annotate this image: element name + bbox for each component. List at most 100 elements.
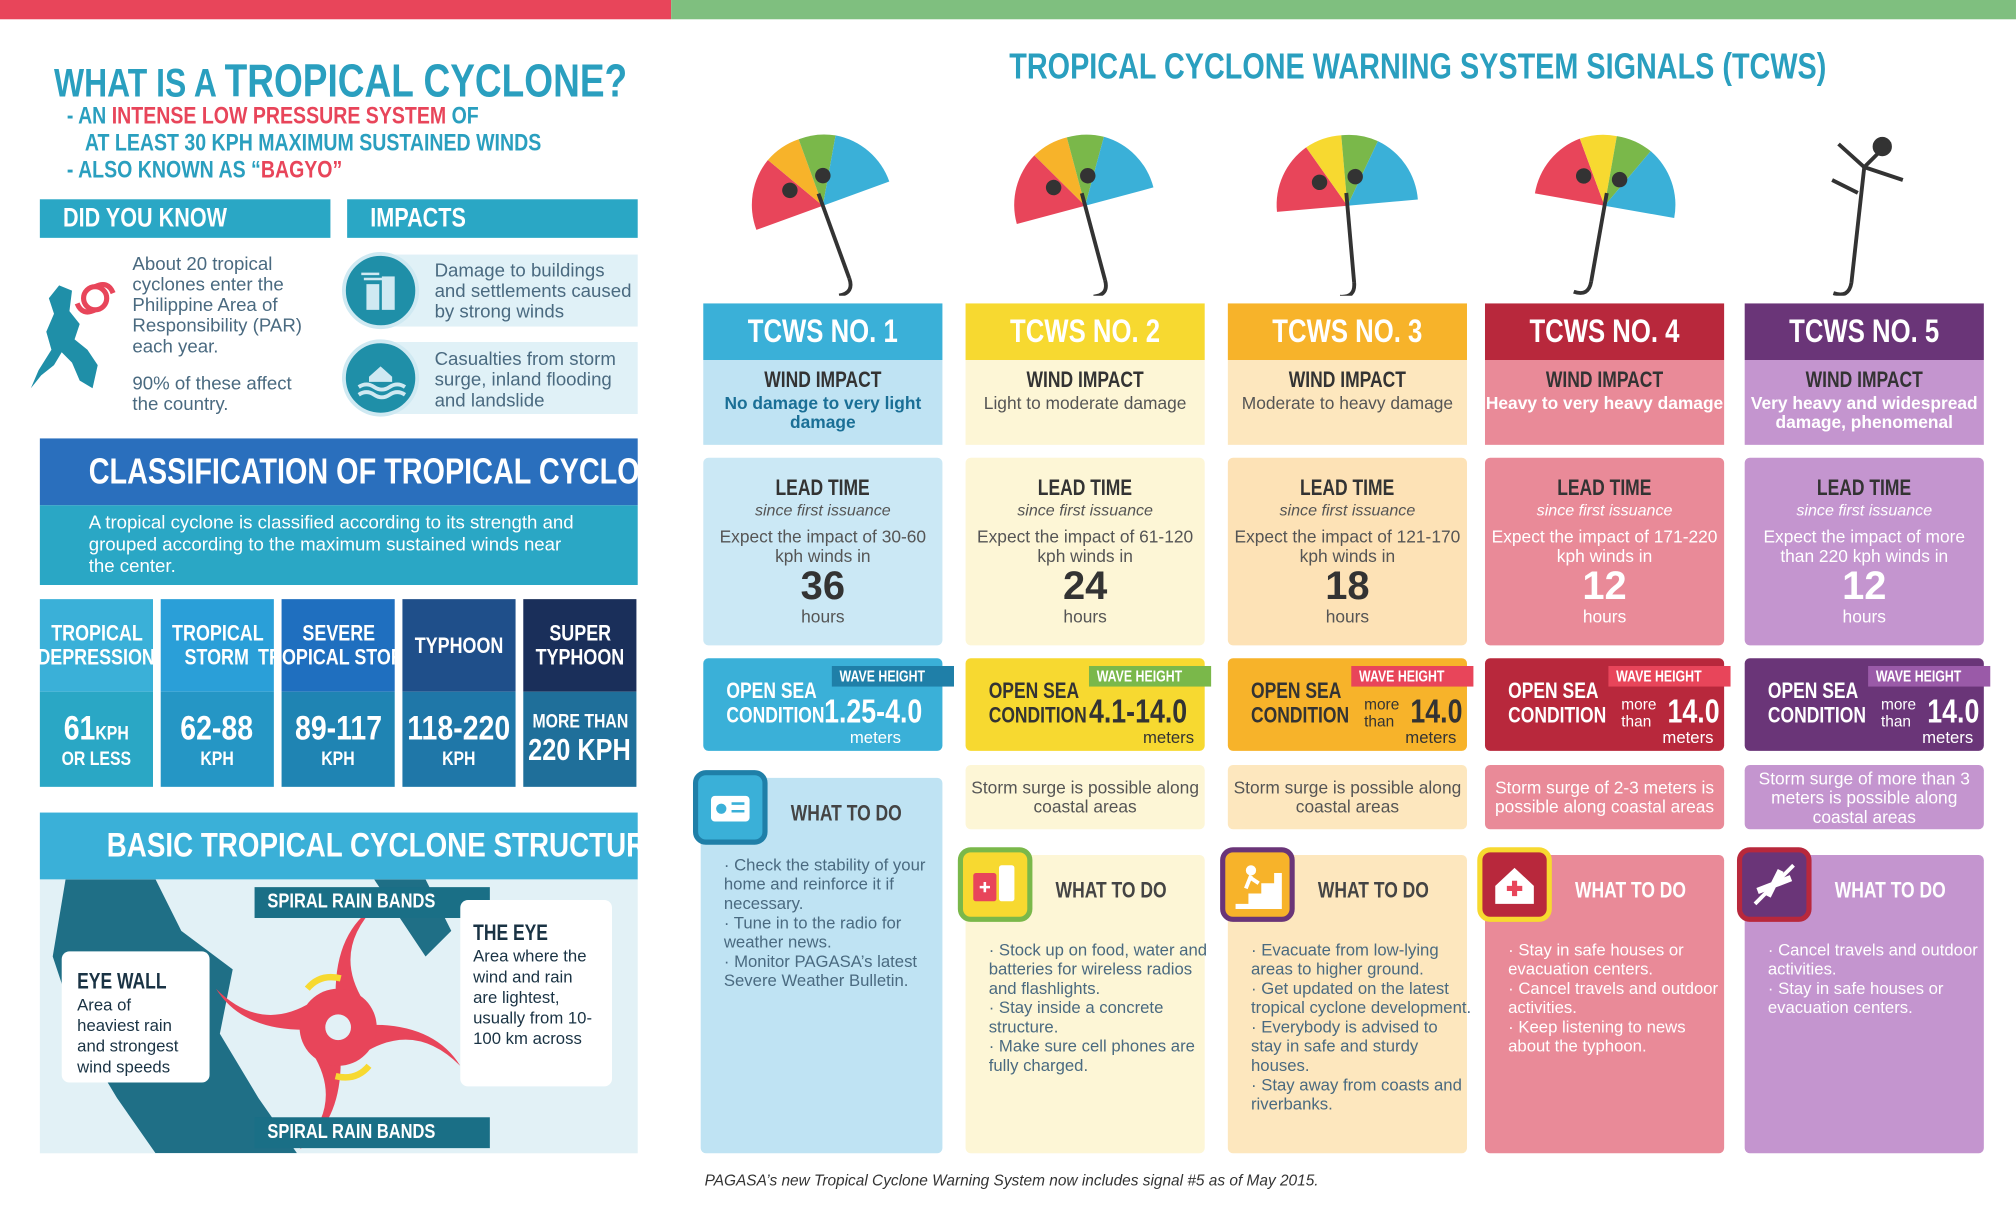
action-item: Stay away from coasts and riverbanks. (1251, 1075, 1472, 1114)
evacuate-icon (1220, 847, 1295, 922)
what-to-do-title: WHAT TO DO (790, 800, 902, 826)
category-name: SEVERE TROPICAL STORM (258, 599, 418, 692)
wind-speed-range: 118-220 KPH (402, 691, 516, 787)
action-item: Stay in safe houses or evacuation center… (1768, 978, 1989, 1017)
classification-column: TROPICAL STORM 62-88 KPH (160, 599, 274, 787)
no-travel-icon (1736, 847, 1812, 922)
impacts-header: IMPACTS (347, 199, 638, 238)
action-item: Stay inside a concrete structure. (989, 998, 1210, 1037)
storm-surge-note: Storm surge is possible along coastal ar… (1227, 764, 1467, 830)
house-icon (1477, 847, 1552, 922)
wind-impact: WIND IMPACT Very heavy and widespread da… (1744, 359, 1984, 445)
more-than-label: more than (1364, 695, 1400, 731)
wind-impact: WIND IMPACT No damage to very light dama… (703, 359, 943, 445)
what-to-do-box: WHAT TO DO Stay in safe houses or evacua… (1477, 847, 1725, 1154)
supplies-icon (957, 847, 1033, 922)
impact-text-2: Casualties from storm surge, inland floo… (434, 349, 616, 412)
what-to-do-title: WHAT TO DO (1055, 878, 1167, 903)
lead-time-hours-label: hours (1582, 606, 1627, 627)
open-sea-condition: OPEN SEA CONDITION WAVE HEIGHT 1.25-4.0 … (703, 658, 955, 751)
lead-time-hours-value: 24 (1062, 563, 1108, 609)
definition-line-1: - AN INTENSE LOW PRESSURE SYSTEM OF (66, 102, 479, 130)
classification-column: SUPER TYPHOON MORE THAN 220 KPH (523, 599, 637, 787)
classification-description: A tropical cyclone is classified accordi… (39, 505, 638, 585)
wave-height-badge: WAVE HEIGHT (831, 665, 955, 687)
action-item: Cancel travels and outdoor activities. (1768, 940, 1989, 979)
what-to-do-title: WHAT TO DO (1574, 878, 1687, 903)
wave-height-badge: WAVE HEIGHT (1088, 665, 1212, 687)
open-sea-condition: OPEN SEA CONDITION WAVE HEIGHT more than… (1227, 658, 1474, 751)
eye-wall-title: EYE WALL (77, 969, 167, 994)
eye-wall-text: Area of heaviest rain and strongest wind… (77, 995, 179, 1077)
definition-line-2: AT LEAST 30 KPH MAXIMUM SUSTAINED WINDS (84, 129, 542, 157)
lead-time-text: Expect the impact of 61-120 kph winds in (977, 527, 1194, 566)
classification-column: TROPICAL DEPRESSION 61KPH OR LESS (38, 599, 155, 787)
lead-time-box: LEAD TIME since first issuance Expect th… (1484, 457, 1725, 646)
action-item: Keep listening to news about the typhoon… (1508, 1017, 1729, 1056)
category-name: TROPICAL STORM (160, 599, 274, 692)
open-sea-condition: OPEN SEA CONDITION WAVE HEIGHT more than… (1744, 658, 1991, 751)
wind-impact: WIND IMPACT Moderate to heavy damage (1227, 359, 1467, 445)
wave-height-unit: meters (1662, 727, 1714, 747)
flood-icon (341, 339, 420, 417)
open-sea-label: OPEN SEA CONDITION (726, 678, 825, 728)
lead-time-box: LEAD TIME since first issuance Expect th… (965, 457, 1205, 646)
wind-speed-range: 89-117 KPH (281, 691, 395, 787)
wind-impact-description: Heavy to very heavy damage (1485, 393, 1724, 413)
open-sea-condition: OPEN SEA CONDITION WAVE HEIGHT more than… (1484, 658, 1731, 751)
classification-header: CLASSIFICATION OF TROPICAL CYCLONES (39, 438, 699, 506)
lead-time-subtitle: since first issuance (1536, 501, 1673, 520)
action-list: Cancel travels and outdoor activities.St… (1768, 940, 1989, 1017)
wind-impact-description: Moderate to heavy damage (1241, 393, 1454, 413)
wave-height-value: 14.0 (1667, 691, 1720, 731)
tcws-title: TROPICAL CYCLONE WARNING SYSTEM SIGNALS … (1009, 46, 1827, 87)
lead-time-hours-label: hours (1842, 606, 1886, 627)
spiral-rain-bands-top-label: SPIRAL RAIN BANDS (254, 887, 491, 918)
classification-column: SEVERE TROPICAL STORM 89-117 KPH (258, 599, 418, 787)
top-bar-red (0, 0, 672, 20)
action-list: Check the stability of your home and rei… (724, 855, 943, 990)
lead-time-text: Expect the impact of more than 220 kph w… (1763, 527, 1966, 566)
philippines-map-icon (30, 282, 116, 389)
wind-impact: WIND IMPACT Light to moderate damage (965, 359, 1205, 445)
footnote: PAGASA’s new Tropical Cyclone Warning Sy… (704, 1171, 1319, 1190)
open-sea-label: OPEN SEA CONDITION (988, 678, 1087, 728)
umbrella-torn-icon (1534, 134, 1676, 295)
wave-height-unit: meters (1922, 727, 1974, 747)
action-item: Get updated on the latest tropical cyclo… (1251, 978, 1472, 1017)
category-name: TYPHOON (402, 599, 516, 692)
did-you-know-fact-2: 90% of these affect the country. (132, 374, 292, 416)
action-list: Evacuate from low-lying areas to higher … (1251, 940, 1472, 1114)
open-sea-label: OPEN SEA CONDITION (1508, 678, 1607, 728)
structure-header: BASIC TROPICAL CYCLONE STRUCTURE (39, 812, 665, 880)
lead-time-box: LEAD TIME since first issuance Expect th… (1227, 457, 1467, 646)
action-list: Stay in safe houses or evacuation center… (1508, 940, 1729, 1056)
radio-icon (692, 770, 768, 845)
action-item: Check the stability of your home and rei… (724, 855, 943, 913)
top-bar-green (671, 0, 2016, 20)
category-name: TROPICAL DEPRESSION (38, 599, 155, 692)
lead-time-subtitle: since first issuance (754, 501, 891, 520)
lead-time-subtitle: since first issuance (1279, 501, 1416, 520)
wind-speed-range: 62-88 KPH (160, 691, 274, 787)
wave-height-value: 1.25-4.0 (824, 691, 923, 731)
lead-time-hours-value: 12 (1842, 563, 1887, 609)
lead-time-subtitle: since first issuance (1017, 501, 1154, 520)
main-title: WHAT IS A TROPICAL CYCLONE? (53, 53, 628, 107)
action-item: Tune in to the radio for weather news. (724, 913, 943, 952)
action-item: Evacuate from low-lying areas to higher … (1251, 940, 1472, 979)
action-item: Make sure cell phones are fully charged. (989, 1036, 1210, 1075)
wind-impact-description: No damage to very light damage (724, 393, 922, 432)
more-than-label: more than (1621, 695, 1657, 731)
what-to-do-title: WHAT TO DO (1317, 878, 1429, 903)
wave-height-unit: meters (1142, 727, 1195, 747)
lead-time-text: Expect the impact of 30-60 kph winds in (719, 527, 927, 566)
tcws-header: TCWS NO. 5 (1744, 303, 1984, 360)
action-item: Stay in safe houses or evacuation center… (1508, 940, 1729, 979)
action-item: Stock up on food, water and batteries fo… (989, 940, 1210, 998)
aka-line: - ALSO KNOWN AS “BAGYO” (66, 156, 343, 184)
wind-impact-description: Light to moderate damage (983, 393, 1187, 413)
lead-time-hours-value: 18 (1325, 563, 1370, 609)
umbrella-inverted-icon (1276, 134, 1418, 296)
storm-surge-note: Storm surge is possible along coastal ar… (965, 764, 1205, 830)
